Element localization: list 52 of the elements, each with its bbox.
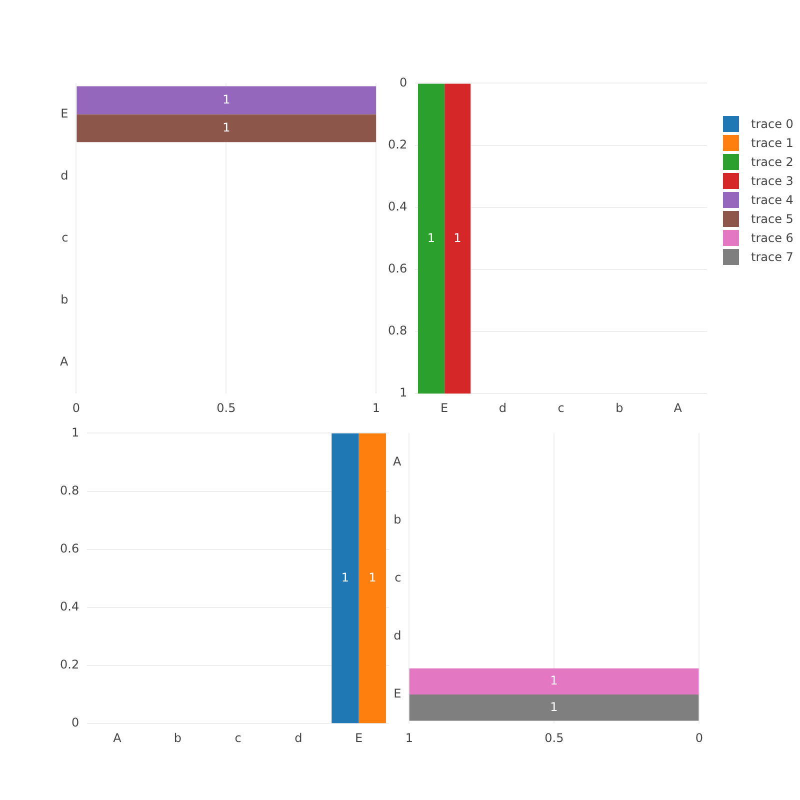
y-tick-label: 0.8	[388, 324, 408, 338]
y-tick-label: 0.6	[388, 262, 408, 276]
x-tick-label: d	[294, 730, 302, 745]
data-label: 1	[222, 92, 230, 106]
y-tick-label: 0	[399, 75, 408, 90]
x-tick-label: 1	[372, 400, 380, 415]
y-tick-label: c	[62, 230, 68, 245]
y-tick-label: 0.8	[60, 483, 80, 498]
x-tick-label: 0.5	[544, 730, 564, 745]
legend-label: trace 1	[751, 136, 794, 150]
y-tick-label: 0	[71, 716, 80, 730]
data-label: 1	[341, 570, 350, 584]
legend-label: trace 7	[751, 250, 794, 264]
data-label: 1	[550, 700, 558, 714]
y-tick-label: d	[60, 168, 68, 182]
y-tick-label: 0.4	[60, 600, 80, 614]
y-tick-label: b	[394, 512, 402, 526]
y-tick-label: 1	[71, 425, 80, 440]
x-tick-label: E	[440, 400, 448, 415]
y-tick-label: A	[392, 454, 402, 468]
legend-label: trace 5	[751, 212, 794, 226]
y-tick-label: 0.4	[388, 199, 408, 214]
legend-label: trace 3	[751, 174, 794, 188]
x-tick-label: A	[674, 400, 683, 415]
x-tick-label: b	[616, 400, 624, 415]
y-tick-label: 0.2	[388, 137, 408, 152]
y-tick-label: b	[60, 292, 68, 307]
y-tick-label: E	[60, 106, 68, 120]
x-tick-label: c	[558, 400, 564, 415]
legend-label: trace 2	[751, 154, 794, 168]
x-tick-label: d	[498, 400, 506, 415]
legend-label: trace 4	[751, 192, 794, 206]
data-label: 1	[222, 120, 230, 134]
y-tick-label: c	[394, 570, 402, 585]
data-label: 1	[368, 570, 376, 584]
x-tick-label: 0	[695, 730, 704, 745]
legend-label: trace 0	[751, 116, 794, 130]
y-tick-label: 0.6	[60, 541, 80, 556]
y-tick-label: 0.2	[60, 658, 80, 672]
data-label: 1	[427, 230, 435, 245]
legend-label: trace 6	[751, 230, 794, 244]
y-tick-label: 1	[399, 386, 408, 400]
data-label: 1	[550, 674, 558, 688]
x-tick-label: b	[174, 730, 182, 745]
data-label: 1	[454, 230, 462, 245]
x-tick-label: E	[355, 730, 363, 745]
y-tick-label: d	[394, 628, 402, 643]
x-tick-label: A	[113, 730, 122, 745]
x-tick-label: c	[234, 730, 242, 745]
x-tick-label: 0.5	[216, 400, 236, 415]
y-tick-label: A	[60, 354, 69, 369]
y-tick-label: E	[394, 686, 402, 701]
